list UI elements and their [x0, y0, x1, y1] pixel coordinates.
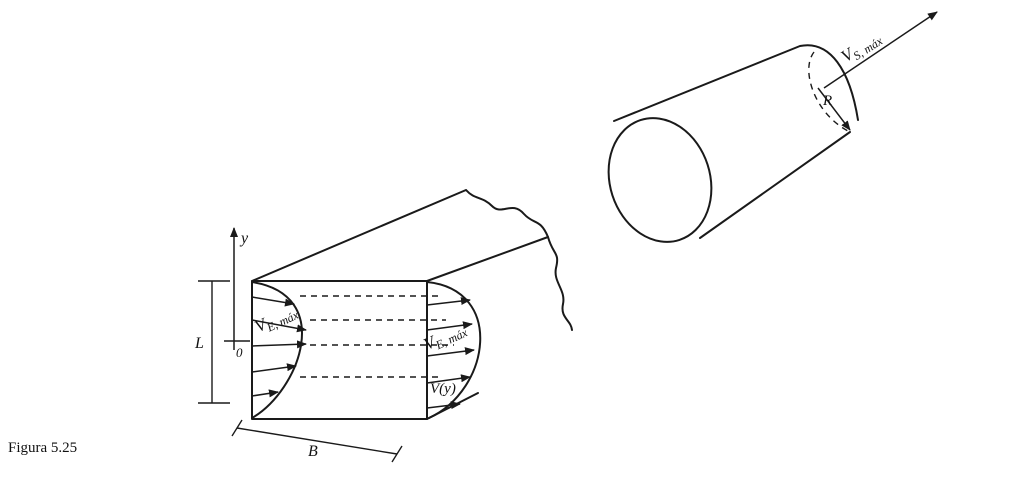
height-label: L — [194, 335, 204, 352]
duct-top-edges — [251, 189, 549, 282]
width-dimension — [231, 419, 403, 463]
profile-arrow — [251, 340, 307, 349]
profile-arrow — [426, 321, 473, 331]
profile-curve-left — [251, 281, 303, 419]
profile-curve-right — [426, 281, 482, 419]
entrance-max-velocity-left-sub: E, máx — [264, 308, 302, 335]
profile-arrow — [251, 363, 297, 373]
height-dimension — [198, 280, 230, 404]
nozzle-bottom-edge — [699, 131, 851, 239]
radius-arrow — [817, 87, 851, 131]
outlet-velocity-profile — [426, 281, 482, 419]
nozzle-outlet-hidden-arc — [808, 51, 851, 133]
profile-arrow — [426, 401, 461, 410]
origin-label: 0 — [236, 345, 243, 360]
width-label: B — [308, 443, 318, 460]
profile-arrow — [251, 296, 295, 307]
rectangular-duct — [251, 189, 573, 420]
conical-nozzle — [607, 11, 938, 243]
duct-right-face — [547, 236, 573, 331]
duct-front-face — [251, 280, 428, 420]
profile-arrow — [251, 389, 279, 398]
nozzle-top-edge — [613, 44, 859, 122]
y-axis-label: y — [239, 230, 249, 247]
profile-label: V(y) — [430, 381, 456, 397]
profile-arrow — [426, 297, 471, 306]
profile-arrow — [251, 319, 307, 333]
exit-velocity-arrow — [823, 11, 938, 89]
nozzle-inlet-ellipse — [607, 117, 713, 243]
entrance-velocity-profile — [251, 281, 307, 419]
radius-label: R — [822, 93, 832, 109]
profile-arrow — [426, 374, 471, 384]
duct-streamlines — [300, 295, 454, 378]
figure-caption: Figura 5.25 — [8, 440, 78, 456]
y-axis — [224, 227, 250, 350]
profile-arrow — [426, 347, 475, 357]
